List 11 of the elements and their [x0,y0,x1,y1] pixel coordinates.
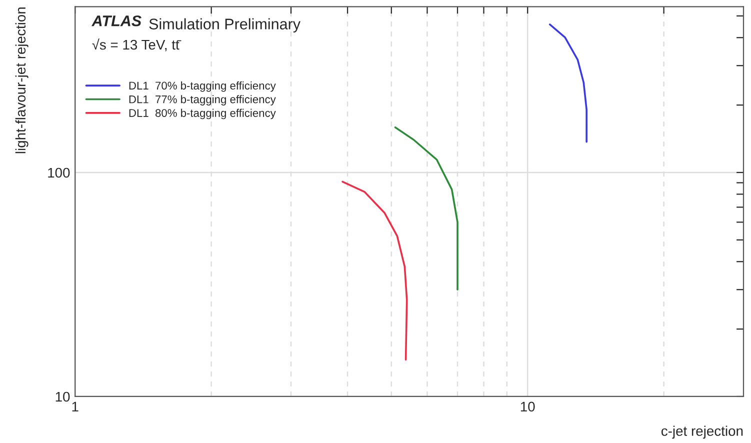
y-tick-label: 100 [48,168,70,178]
legend-label: DL1 77% b-tagging efficiency [129,95,276,106]
legend-label: DL1 80% b-tagging efficiency [129,108,276,120]
annotation: Simulation Preliminary [149,18,300,32]
line-series [548,24,588,143]
annotation: √s = 13 TeV, tt̄ [92,38,182,52]
annotation: ATLAS [91,15,142,26]
x-tick-label: 1 [72,402,78,412]
legend-label: DL1 70% b-tagging efficiency [129,81,276,92]
y-axis-title: light-flavour-jet rejection [15,8,28,154]
x-axis-title: c-jet rejection [661,426,743,439]
